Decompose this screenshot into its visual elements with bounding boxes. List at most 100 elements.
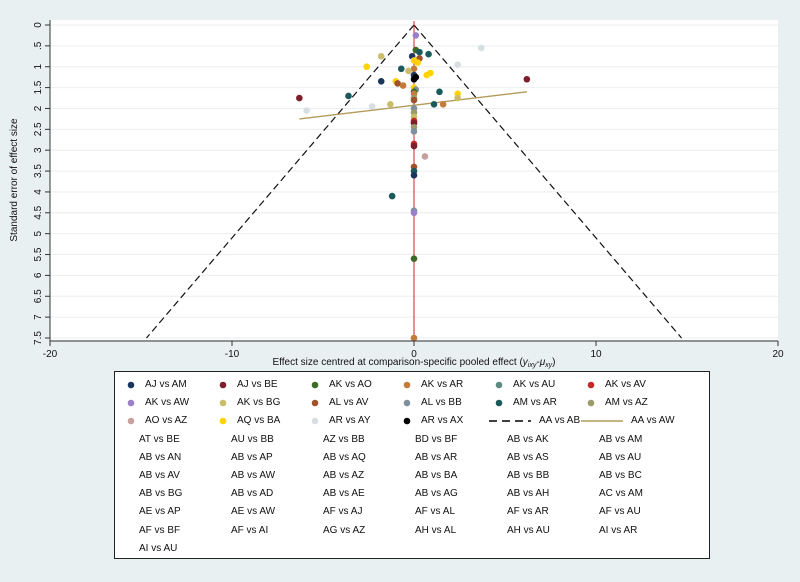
legend-label: AL vs AV [329,397,369,409]
y-tick-label-9: 4.5 [33,205,44,219]
data-point-0 [412,32,420,39]
legend-symbol [403,418,411,425]
y-axis-label: Standard error of effect size [9,118,20,242]
legend-label: AB vs AQ [323,451,366,463]
legend-marker [403,418,411,425]
legend-item: AA vs AW [581,414,675,428]
data-point-6 [377,53,385,60]
legend-label: AI vs AR [599,524,638,536]
legend-item: BD vs BF [397,433,487,447]
y-tick-label-2: 1 [33,64,44,70]
data-point-20 [410,75,418,83]
legend-label: AB vs AK [507,433,549,445]
legend-label: AB vs AS [507,451,549,463]
data-point-21 [377,78,385,85]
legend-item: AB vs AR [397,451,487,465]
x-tick-label-2: 0 [411,349,417,360]
legend-item: AI vs AR [581,524,671,538]
data-point-1 [478,44,485,52]
legend-label: AF vs AI [231,524,269,536]
legend-item: AQ vs BA [213,414,303,428]
legend-label: AB vs BG [139,488,183,500]
legend-item: AG vs AZ [305,524,395,538]
data-point-10 [454,61,461,68]
x-tick-label-1: -10 [225,349,240,360]
legend-symbol [311,418,319,425]
legend-label: AB vs BC [599,470,642,481]
legend-marker [219,418,227,425]
legend-symbol [587,399,595,407]
legend-item: AB vs AG [397,487,487,501]
legend-label: AB vs AM [599,433,643,445]
legend-symbol [495,381,503,389]
legend-item: AB vs AE [305,487,395,501]
legend-marker [311,399,319,407]
funnel-right-line [413,24,682,339]
y-tick-label-6: 3 [33,147,44,153]
data-point-3 [416,48,423,56]
legend-label: AB vs BA [415,470,458,481]
legend-label: BD vs BF [415,433,458,445]
legend-item: AF vs AI [213,524,303,538]
data-point-24 [399,82,407,89]
legend-item: AE vs AP [121,505,211,519]
data-point-34 [454,94,461,102]
legend-marker [311,381,319,389]
legend-marker [219,381,227,389]
legend: AJ vs AM AJ vs BE AK vs AO AK vs AR AK vs AU… [114,371,710,559]
legend-marker [219,399,227,407]
legend-label: AA vs AW [631,415,675,427]
legend-symbol [127,399,135,407]
legend-label: AI vs AU [139,542,178,554]
legend-marker [403,381,411,389]
y-tick-label-10: 5 [33,230,44,236]
legend-item: AK vs AV [581,378,671,392]
legend-item: AB vs AW [213,469,303,483]
legend-label: AB vs AN [139,451,182,463]
data-point-56 [410,209,418,217]
legend-item: AB vs AH [489,487,579,501]
legend-symbol [127,381,135,389]
legend-marker [495,381,503,389]
x-axis-label-mu: μ [539,357,546,368]
legend-item: AB vs AM [581,433,671,447]
legend-label: AB vs AW [231,470,276,481]
legend-item: AF vs AL [397,505,487,519]
legend-item: AB vs BA [397,469,487,483]
legend-label: AB vs AV [139,470,180,481]
data-point-35 [410,96,418,104]
y-tick-label-8: 4 [33,189,44,195]
legend-label: AF vs AJ [323,506,363,518]
data-point-16 [427,69,434,77]
x-axis-label-suffix: ) [552,357,555,368]
legend-item: AF vs AU [581,505,671,519]
y-tick-label-12: 6 [33,272,44,278]
legend-item: AI vs AU [121,542,211,556]
data-point-40 [303,107,310,114]
legend-symbol [403,381,411,389]
legend-marker [127,399,135,407]
legend-label: AC vs AM [599,488,643,500]
y-tick-label-1: .5 [33,41,44,50]
legend-label: AB vs AE [323,488,365,500]
legend-label: AK vs AU [513,379,556,390]
data-point-14 [405,67,412,75]
legend-label: AT vs BE [139,433,180,445]
legend-item: AJ vs BE [213,378,303,392]
legend-symbol [219,399,227,407]
legend-marker [495,399,503,407]
y-tick-label-15: 7.5 [33,331,44,345]
legend-label: AK vs AV [605,379,646,390]
y-tick-label-7: 3.5 [33,164,44,178]
legend-marker [587,399,595,407]
legend-label: AK vs AO [329,379,372,390]
legend-label: AJ vs AM [145,379,187,390]
y-tick-label-11: 5.5 [33,247,44,261]
funnel-plot: 0.511.522.533.544.555.566.577.5-20 -10 0 10… [9,20,784,369]
legend-label: AK vs AW [145,397,190,409]
legend-label: AH vs AL [415,524,457,536]
legend-item: AF vs AJ [305,505,395,519]
y-tick-label-0: 0 [33,22,44,28]
legend-item: AB vs AZ [305,469,395,483]
